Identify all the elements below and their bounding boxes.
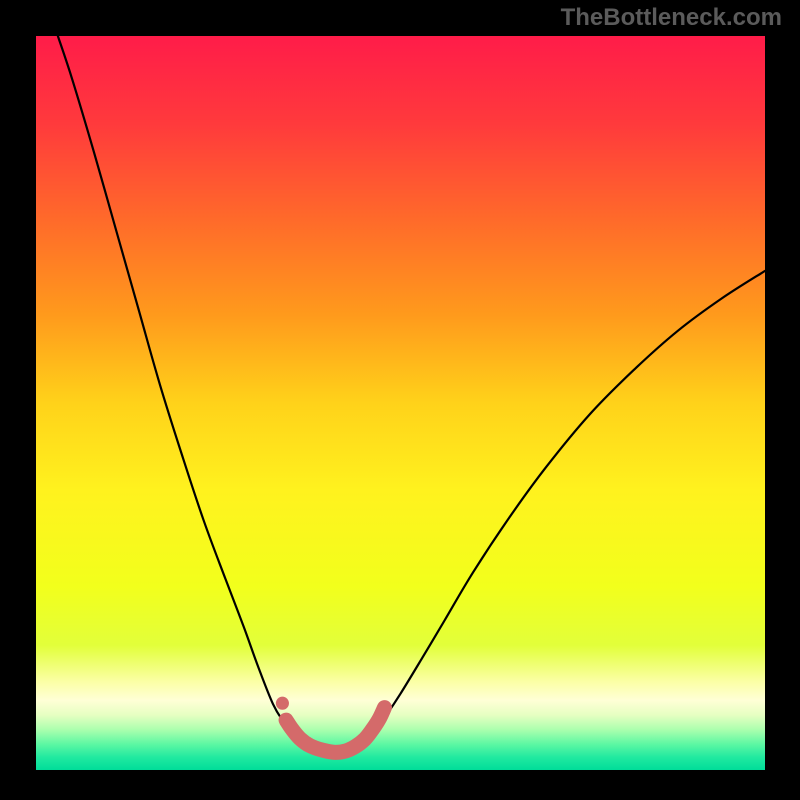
chart-root: TheBottleneck.com: [0, 0, 800, 800]
watermark-text: TheBottleneck.com: [561, 4, 782, 32]
plot-gradient-background: [36, 36, 765, 770]
valley-dot: [276, 697, 289, 710]
chart-canvas: [0, 0, 800, 800]
